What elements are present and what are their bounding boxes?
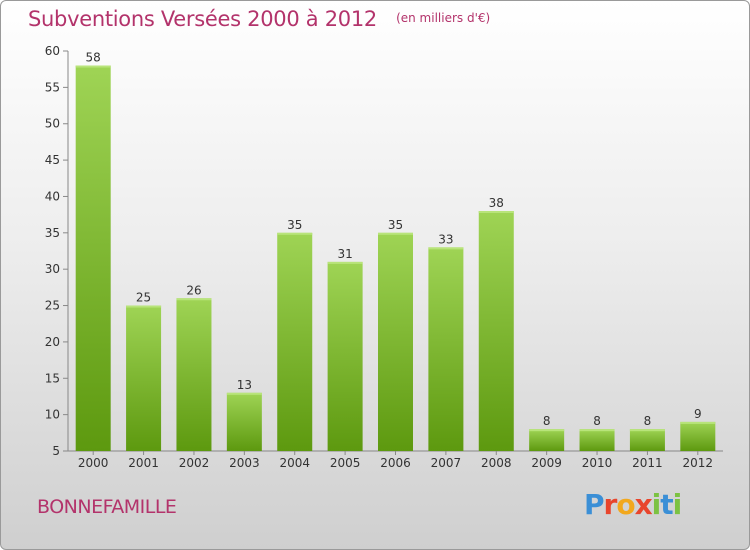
y-tick-label: 45 bbox=[45, 153, 60, 167]
bar-value-label: 26 bbox=[186, 283, 201, 297]
bar-highlight bbox=[126, 305, 162, 308]
bar-highlight bbox=[327, 261, 363, 264]
bar-2004 bbox=[277, 232, 313, 451]
x-tick-label: 2003 bbox=[229, 456, 260, 470]
bar-value-label: 35 bbox=[388, 218, 403, 232]
bar-value-label: 31 bbox=[337, 247, 352, 261]
bar-value-label: 8 bbox=[593, 414, 601, 428]
x-tick-label: 2000 bbox=[78, 456, 109, 470]
bar-highlight bbox=[277, 232, 313, 235]
brand-letter: i bbox=[672, 488, 683, 521]
y-tick-label: 25 bbox=[45, 299, 60, 313]
bar-value-label: 35 bbox=[287, 218, 302, 232]
bar-2001 bbox=[126, 305, 162, 451]
brand-letter: i bbox=[651, 488, 662, 521]
bar-value-label: 38 bbox=[489, 196, 504, 210]
y-tick-label: 40 bbox=[45, 189, 60, 203]
y-tick-label: 50 bbox=[45, 117, 60, 131]
x-tick-label: 2002 bbox=[179, 456, 210, 470]
bar-2011 bbox=[629, 429, 665, 451]
data-labels: 58 2000 25 2001 26 2002 13 2003 35 2004 31 2005 35 20… bbox=[78, 51, 713, 470]
chart-subtitle: (en milliers d'€) bbox=[396, 11, 491, 25]
bar-highlight bbox=[428, 247, 464, 250]
y-tick-label: 30 bbox=[45, 262, 60, 276]
y-tick-label: 55 bbox=[45, 80, 60, 94]
bar-value-label: 8 bbox=[543, 414, 551, 428]
brand-letter: x bbox=[634, 488, 653, 521]
bar-2006 bbox=[378, 232, 413, 451]
y-tick-label: 60 bbox=[45, 44, 60, 58]
y-tick-label: 20 bbox=[45, 335, 60, 349]
bar-value-label: 8 bbox=[644, 414, 652, 428]
bar-highlight bbox=[378, 232, 413, 235]
title-row: Subventions Versées 2000 à 2012 (en mill… bbox=[28, 7, 490, 31]
x-tick-label: 2011 bbox=[632, 456, 663, 470]
brand-letter: r bbox=[603, 488, 618, 521]
bar-2002 bbox=[176, 298, 212, 451]
brand-letter: P bbox=[584, 488, 605, 521]
bar-2005 bbox=[327, 261, 363, 451]
bar-highlight bbox=[680, 421, 716, 424]
x-tick-label: 2007 bbox=[431, 456, 462, 470]
brand-letter: t bbox=[660, 488, 673, 521]
bar-highlight bbox=[529, 429, 565, 432]
commune-name: BONNEFAMILLE bbox=[37, 496, 177, 518]
x-tick-label: 2012 bbox=[683, 456, 714, 470]
bar-highlight bbox=[579, 429, 615, 432]
x-tick-label: 2009 bbox=[531, 456, 562, 470]
bar-2003 bbox=[226, 392, 262, 451]
brand-logo: Proxiti bbox=[584, 488, 683, 521]
y-tick-label: 10 bbox=[45, 408, 60, 422]
x-tick-label: 2006 bbox=[380, 456, 411, 470]
bar-value-label: 13 bbox=[237, 378, 252, 392]
bar-value-label: 9 bbox=[694, 407, 702, 421]
bar-highlight bbox=[629, 429, 665, 432]
bar-2010 bbox=[579, 429, 615, 451]
bars bbox=[75, 65, 716, 451]
bar-highlight bbox=[75, 65, 111, 68]
bar-2009 bbox=[529, 429, 565, 451]
bar-highlight bbox=[478, 211, 514, 213]
chart-title: Subventions Versées 2000 à 2012 bbox=[28, 7, 377, 31]
x-tick-label: 2004 bbox=[279, 456, 310, 470]
bar-2012 bbox=[680, 421, 716, 451]
bar-2000 bbox=[75, 65, 111, 451]
bar-2007 bbox=[428, 247, 464, 451]
y-tick-label: 15 bbox=[45, 371, 60, 385]
bar-highlight bbox=[176, 298, 212, 301]
bar-value-label: 58 bbox=[86, 51, 101, 65]
x-tick-label: 2005 bbox=[330, 456, 361, 470]
y-tick-label: 5 bbox=[52, 444, 60, 458]
bar-value-label: 33 bbox=[438, 232, 453, 246]
y-tick-label: 35 bbox=[45, 226, 60, 240]
x-tick-label: 2001 bbox=[128, 456, 159, 470]
bar-value-label: 25 bbox=[136, 291, 151, 305]
x-tick-label: 2010 bbox=[582, 456, 613, 470]
brand-letter: o bbox=[616, 488, 635, 521]
bar-2008 bbox=[478, 211, 514, 451]
x-tick-label: 2008 bbox=[481, 456, 512, 470]
bar-highlight bbox=[226, 392, 262, 395]
